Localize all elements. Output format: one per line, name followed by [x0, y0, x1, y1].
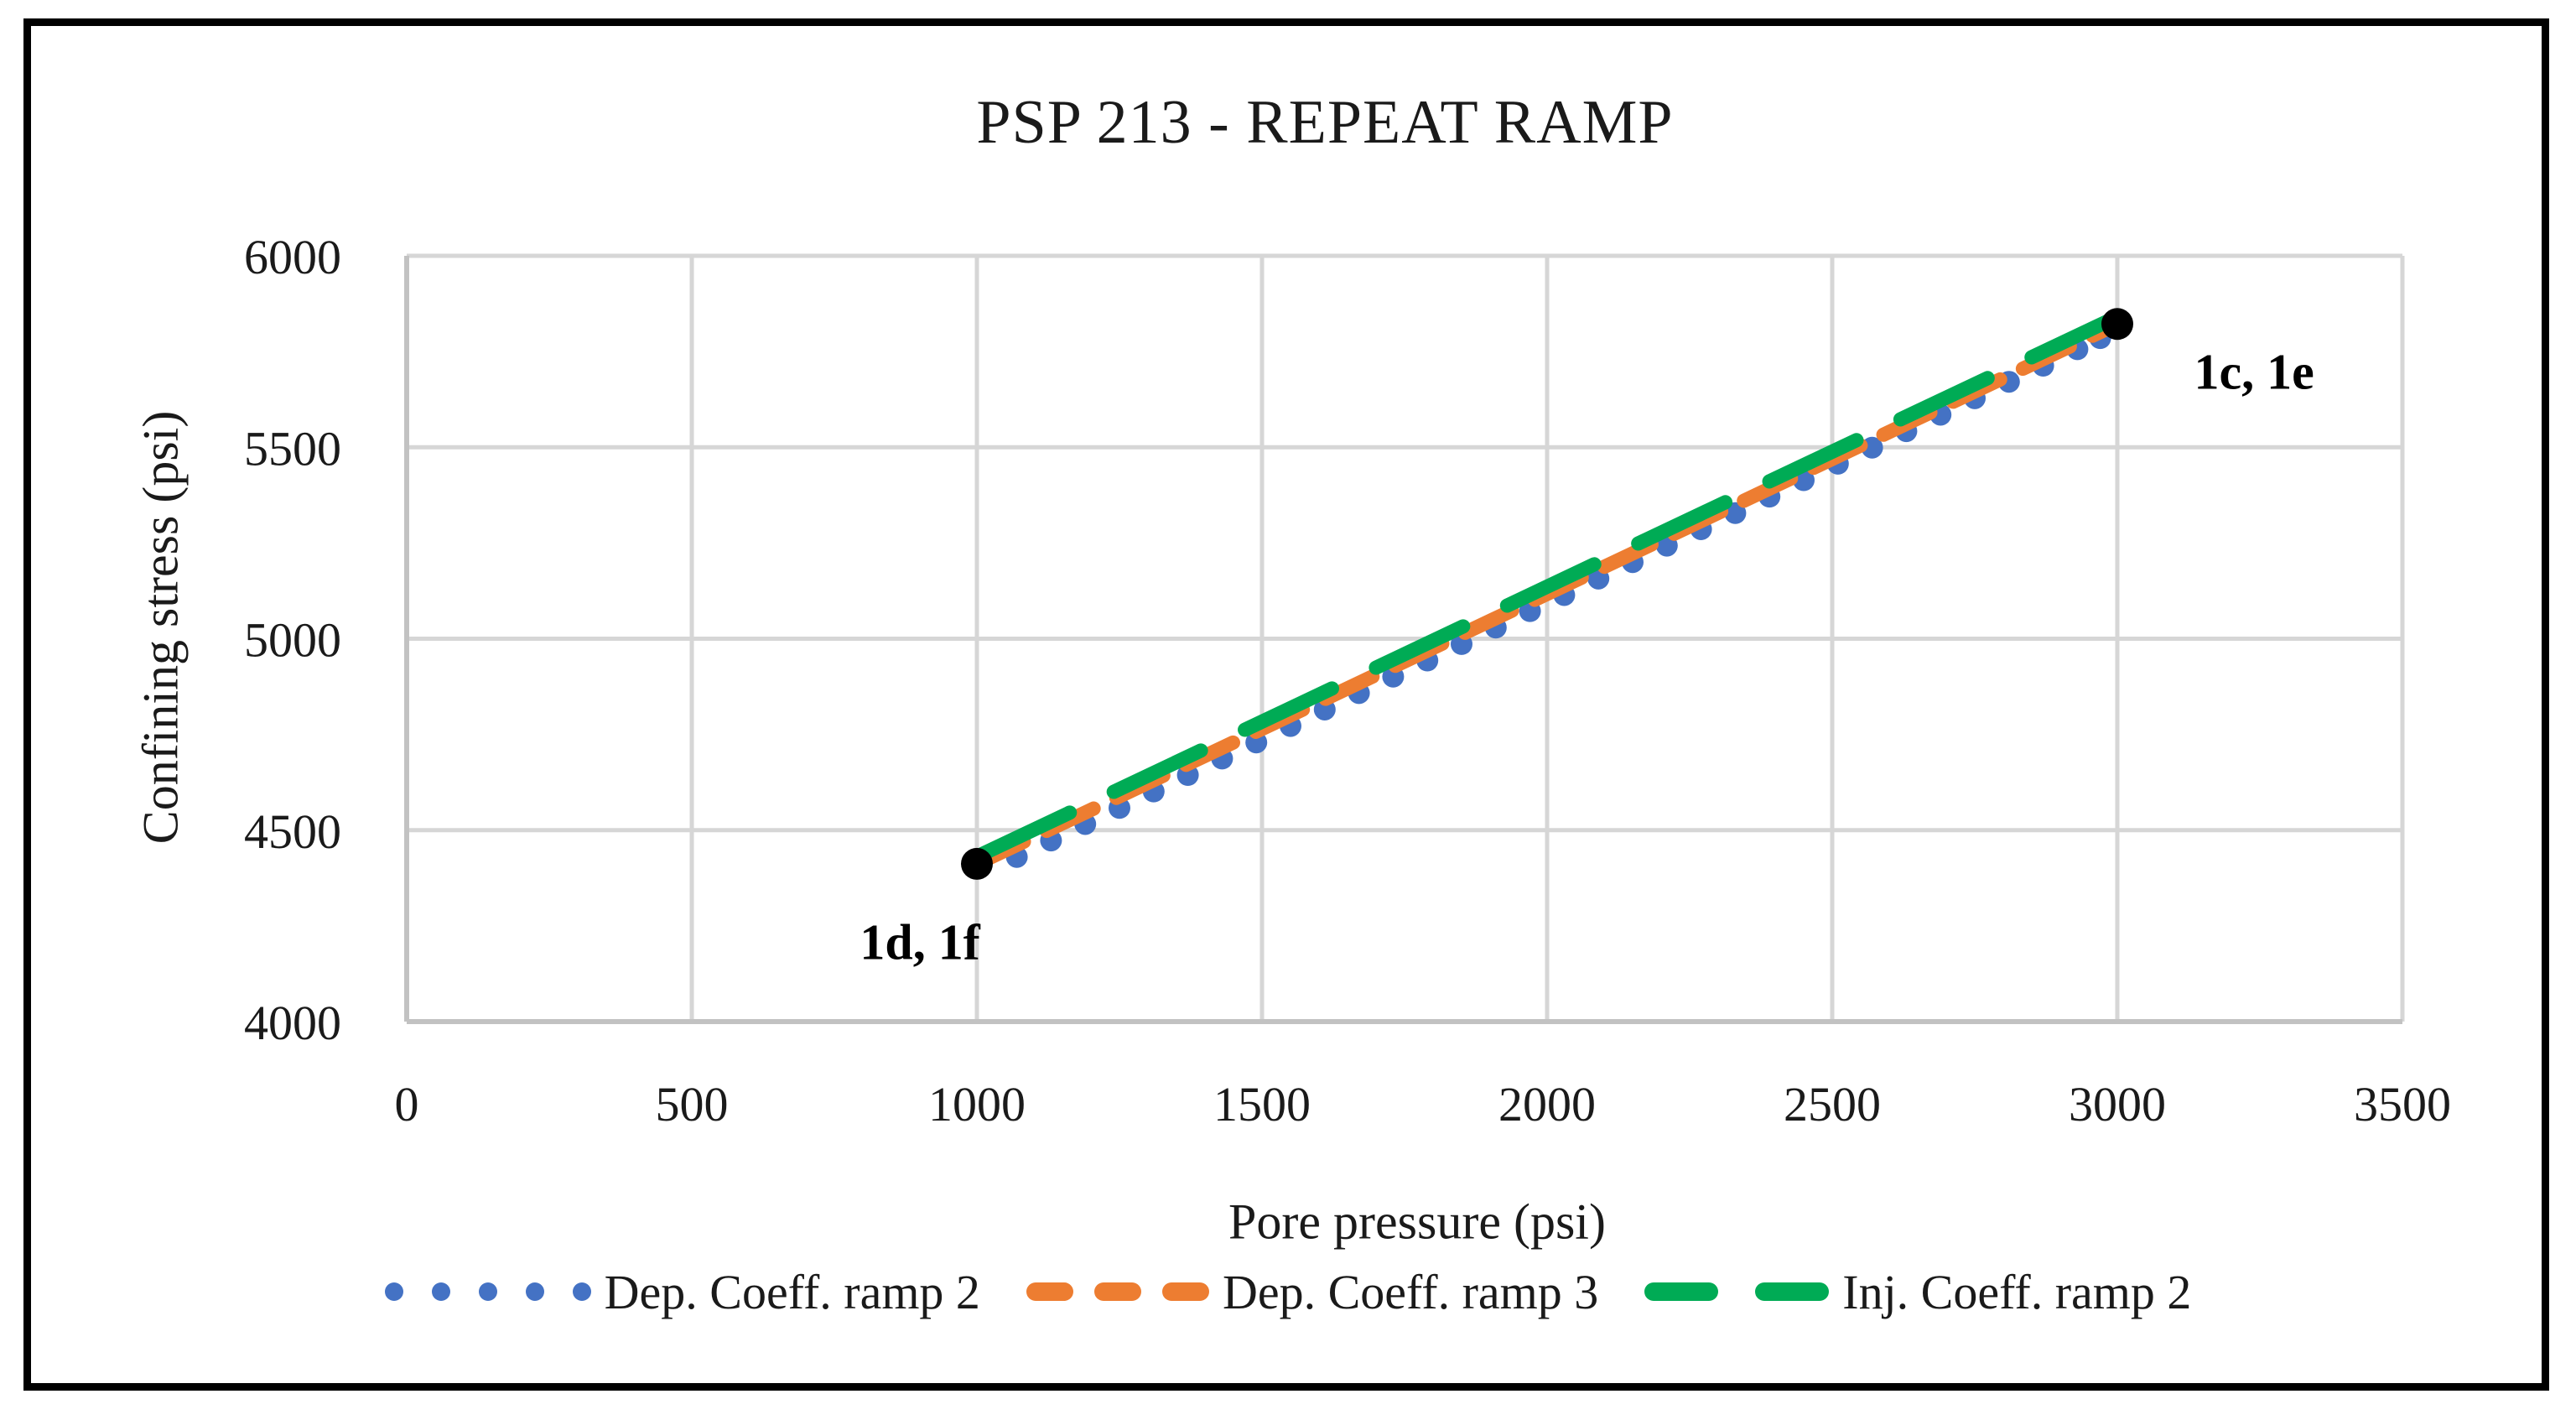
x-tick-label-2500: 2500: [1784, 1077, 1881, 1131]
annotation-1c-1e: 1c, 1e: [2194, 344, 2314, 400]
inj-ramp2-line: [975, 312, 2119, 861]
legend: Dep. Coeff. ramp 2 Dep. Coeff. ramp 3 In…: [0, 1253, 2576, 1330]
legend-label: Dep. Coeff. ramp 2: [604, 1264, 980, 1319]
legend-marker-orange-dashes: [1026, 1282, 1209, 1301]
legend-item-dep-ramp3: Dep. Coeff. ramp 3: [1026, 1264, 1598, 1320]
y-tick-label-4500: 4500: [244, 804, 341, 859]
y-tick-label-5500: 5500: [244, 421, 341, 476]
y-axis-title: Confining stress (psi): [132, 410, 189, 845]
legend-marker-blue-dots: [384, 1282, 591, 1301]
y-tick-label-5000: 5000: [244, 613, 341, 668]
y-tick-label-4000: 4000: [244, 996, 341, 1050]
x-tick-label-3500: 3500: [2354, 1077, 2451, 1131]
legend-marker-green-dashes: [1644, 1282, 1830, 1301]
legend-label: Dep. Coeff. ramp 3: [1222, 1264, 1599, 1319]
x-tick-label-2000: 2000: [1498, 1077, 1596, 1131]
endpoint-marker: [2101, 308, 2133, 341]
legend-item-inj-ramp2: Inj. Coeff. ramp 2: [1644, 1264, 2191, 1320]
legend-item-dep-ramp2: Dep. Coeff. ramp 2: [384, 1264, 980, 1320]
y-tick-label-6000: 6000: [244, 230, 341, 284]
x-tick-label-3000: 3000: [2069, 1077, 2166, 1131]
x-tick-label-500: 500: [656, 1077, 729, 1131]
dep-ramp2-dot: [1245, 731, 1268, 754]
endpoint-marker: [961, 847, 993, 880]
x-tick-label-0: 0: [395, 1077, 419, 1131]
annotation-1d-1f: 1d, 1f: [860, 914, 980, 970]
figure-border: [23, 18, 2549, 1391]
x-tick-label-1500: 1500: [1213, 1077, 1311, 1131]
x-axis-title: Pore pressure (psi): [1228, 1194, 1606, 1250]
x-tick-label-1000: 1000: [928, 1077, 1026, 1131]
legend-label: Inj. Coeff. ramp 2: [1842, 1264, 2192, 1319]
chart-title: PSP 213 - REPEAT RAMP: [976, 88, 1674, 157]
